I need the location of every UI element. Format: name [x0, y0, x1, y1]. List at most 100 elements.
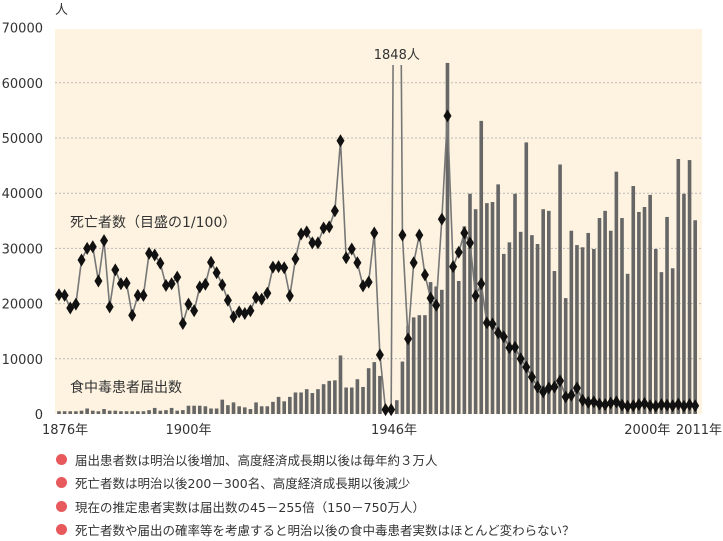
death-marker [550, 380, 559, 394]
bar [625, 273, 630, 414]
death-marker [111, 263, 120, 277]
death-marker [128, 308, 137, 322]
death-marker [370, 226, 379, 240]
death-marker [398, 228, 407, 242]
note-text: 現在の推定患者実数は届出数の45－255倍（150－750万人） [75, 499, 425, 515]
bar [620, 218, 624, 414]
x-tick-label: 2011年 [676, 423, 722, 438]
notes-list: 届出患者数は明治以後増加、高度経済成長期以後は毎年約３万人 死亡者数は明治以後2… [56, 448, 575, 541]
death-marker [511, 340, 520, 354]
death-marker [308, 236, 317, 250]
death-marker [325, 220, 334, 234]
bar [152, 407, 157, 414]
death-marker [691, 399, 700, 413]
bar [265, 406, 270, 414]
bar [288, 396, 292, 414]
y-tick-label: 50000 [2, 132, 43, 147]
bar [327, 380, 332, 414]
bar [355, 379, 360, 414]
bar [102, 409, 106, 414]
bar [333, 380, 337, 414]
death-marker [465, 236, 474, 250]
death-marker [404, 332, 413, 346]
bar [485, 203, 489, 414]
death-marker [426, 291, 435, 305]
death-marker [629, 399, 638, 413]
note-text: 死亡者数や届出の確率等を考慮すると明治以後の食中毒患者実数はほとんど変わらない？ [75, 523, 575, 539]
death-marker [347, 242, 356, 256]
bar [535, 243, 540, 414]
death-marker [443, 109, 452, 123]
series-label-patients: 食中毒患者届出数 [70, 379, 182, 396]
bar [299, 392, 303, 414]
death-marker [364, 275, 373, 289]
bar [642, 207, 647, 414]
y-tick-label: 60000 [2, 77, 43, 92]
death-marker [274, 260, 283, 274]
bar [164, 410, 168, 414]
bullet-icon [56, 524, 67, 536]
death-marker [409, 256, 418, 270]
bar [496, 184, 500, 414]
bar [440, 289, 444, 414]
death-marker [454, 245, 463, 259]
bar [141, 411, 146, 414]
death-marker [471, 289, 480, 303]
note-text: 届出患者数は明治以後増加、高度経済成長期以後は毎年約３万人 [75, 453, 438, 469]
death-marker [83, 241, 92, 255]
death-marker [252, 291, 261, 305]
bar [237, 406, 241, 414]
death-marker [432, 298, 441, 312]
death-marker [201, 277, 210, 291]
bullet-icon [56, 477, 67, 489]
bar [242, 407, 247, 414]
bar [428, 282, 433, 414]
bar [124, 411, 129, 414]
death-marker [634, 398, 643, 412]
death-marker [105, 300, 114, 314]
death-marker [578, 393, 587, 407]
bar [659, 272, 664, 414]
bullet-icon [56, 500, 67, 512]
bar [310, 393, 315, 414]
death-marker [55, 288, 63, 302]
death-marker [449, 260, 458, 274]
x-tick-label: 1946年 [371, 423, 417, 438]
bar [592, 248, 596, 414]
death-marker [268, 260, 277, 274]
death-marker [544, 381, 553, 395]
death-marker [190, 304, 199, 318]
death-marker [584, 395, 593, 409]
bar [186, 405, 191, 414]
death-marker [663, 398, 672, 412]
bar [693, 220, 697, 414]
bar [406, 325, 410, 414]
note-item: 届出患者数は明治以後増加、高度経済成長期以後は毎年約３万人 [56, 448, 575, 471]
bar [490, 202, 495, 414]
bar [473, 209, 478, 414]
note-item: 死亡者数や届出の確率等を考慮すると明治以後の食中毒患者実数はほとんど変わらない？ [56, 518, 575, 541]
bar [85, 408, 89, 414]
death-marker [477, 277, 486, 291]
bar [147, 410, 151, 414]
death-marker [246, 304, 255, 318]
death-marker [488, 317, 497, 331]
death-marker [482, 316, 491, 330]
death-marker [94, 274, 103, 288]
death-marker [184, 297, 193, 311]
death-marker [387, 403, 396, 417]
death-marker [618, 398, 626, 412]
bar [57, 411, 61, 414]
death-marker [606, 396, 615, 410]
bullet-icon [56, 454, 67, 466]
bar [248, 409, 253, 414]
bar [203, 406, 208, 414]
death-marker [527, 370, 536, 384]
death-marker [679, 399, 688, 413]
death-marker [150, 248, 159, 262]
note-item: 死亡者数は明治以後200－300名、高度経済成長期以後減少 [56, 471, 575, 494]
bar [361, 386, 365, 414]
death-marker [207, 255, 216, 269]
bar [231, 402, 236, 414]
death-marker [235, 305, 244, 319]
